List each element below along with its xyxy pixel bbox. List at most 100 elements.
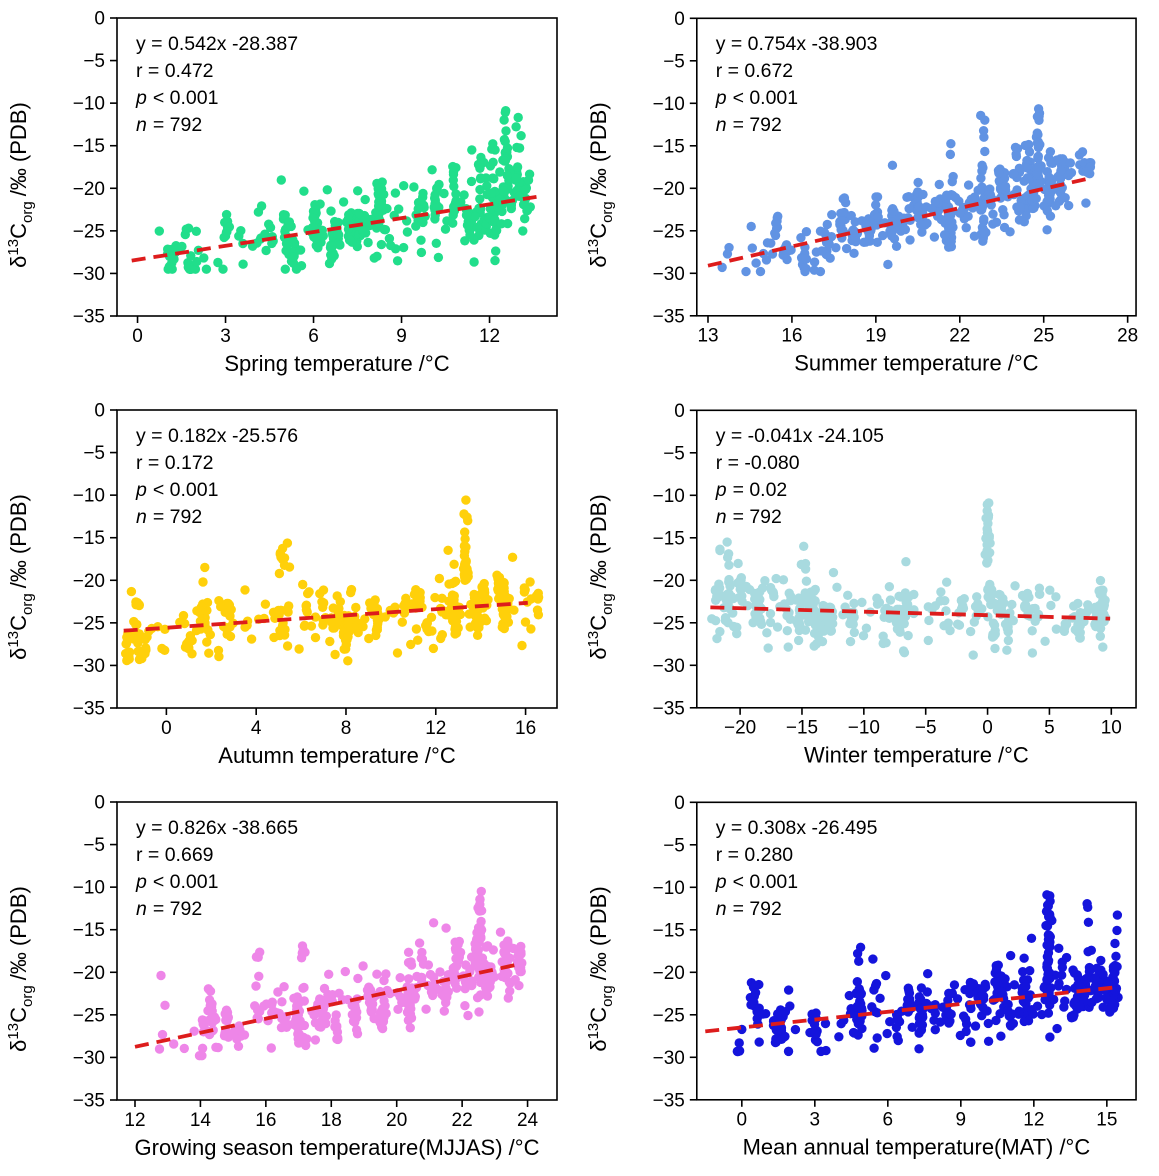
annotation-equation: y = 0.182x -25.576: [136, 425, 298, 447]
plot-frame: [695, 17, 1137, 317]
svg-text:20: 20: [386, 1110, 407, 1131]
svg-text:−25: −25: [653, 1005, 685, 1026]
svg-text:−35: −35: [73, 699, 105, 720]
svg-text:−5: −5: [663, 51, 685, 72]
svg-text:0: 0: [161, 718, 172, 739]
svg-text:−25: −25: [653, 613, 685, 634]
svg-text:−5: −5: [83, 835, 105, 856]
svg-text:0: 0: [94, 9, 105, 30]
svg-text:−25: −25: [73, 613, 105, 634]
svg-text:4: 4: [251, 718, 262, 739]
autumn-chart: 0 −5 −10 −15 −20 −25 −30 −35 0 4 8 12 16 y = 0.182x…: [5, 401, 558, 768]
annotation-r: r = 0.672: [716, 60, 793, 82]
svg-text:−20: −20: [653, 963, 685, 984]
svg-text:0: 0: [94, 793, 105, 814]
svg-text:16: 16: [515, 718, 536, 739]
svg-text:12: 12: [425, 718, 446, 739]
annotation-p: p < 0.001: [135, 479, 218, 501]
svg-text:−20: −20: [73, 571, 105, 592]
annotation-p: p < 0.001: [135, 87, 218, 109]
svg-text:−15: −15: [786, 718, 818, 739]
summer-chart: 0 −5 −10 −15 −20 −25 −30 −35 13 16 19 22 25 28 y = 0…: [585, 9, 1138, 376]
svg-text:−30: −30: [653, 656, 685, 677]
plot-frame: [116, 17, 558, 317]
annotation-equation: y = 0.308x -26.495: [716, 817, 878, 839]
annotation-p: p = 0.02: [715, 479, 787, 501]
y-axis-label: δ13Corg/‰ (PDB): [585, 102, 616, 267]
y-axis-label: δ13Corg/‰ (PDB): [5, 494, 36, 660]
panel-summer: 0 −5 −10 −15 −20 −25 −30 −35 13 16 19 22 25 28 y = 0…: [580, 0, 1159, 392]
x-axis-label: Mean annual temperature(MAT) /°C: [743, 1135, 1091, 1160]
annotation-equation: y = 0.754x -38.903: [716, 33, 878, 55]
y-axis-ticks: 0 −5 −10 −15 −20 −25 −30 −35: [73, 401, 117, 720]
svg-text:−10: −10: [73, 486, 105, 507]
svg-text:12: 12: [1023, 1110, 1044, 1131]
svg-text:−20: −20: [653, 179, 685, 200]
svg-text:6: 6: [308, 326, 319, 347]
annotation-equation: y = 0.826x -38.665: [136, 817, 298, 839]
svg-text:−15: −15: [653, 528, 685, 549]
svg-text:0: 0: [982, 718, 993, 739]
plot-frame: [116, 409, 558, 709]
svg-text:−30: −30: [73, 264, 105, 285]
svg-text:25: 25: [1033, 326, 1054, 347]
svg-text:16: 16: [781, 326, 802, 347]
growing-season-chart: 0 −5 −10 −15 −20 −25 −30 −35 12 14 16 18 20 22 24 y =…: [5, 793, 558, 1160]
y-axis-ticks: 0 −5 −10 −15 −20 −25 −30 −35: [653, 9, 697, 327]
annotation-equation: y = 0.542x -28.387: [136, 33, 298, 55]
svg-text:16: 16: [255, 1110, 276, 1131]
svg-text:−5: −5: [663, 835, 685, 856]
panel-autumn: 0 −5 −10 −15 −20 −25 −30 −35 0 4 8 12 16 y = 0.182x…: [0, 392, 580, 784]
plot-frame: [695, 409, 1137, 709]
plot-frame: [695, 801, 1137, 1101]
x-axis-label: Growing season temperature(MJJAS) /°C: [135, 1135, 540, 1160]
panel-mat: 0 −5 −10 −15 −20 −25 −30 −35 0 3 6 9 12 15 y = 0.308…: [580, 784, 1159, 1176]
x-axis-ticks: 0 3 6 9 12: [132, 316, 500, 347]
annotation-p: p < 0.001: [715, 871, 798, 893]
svg-text:−15: −15: [73, 920, 105, 941]
svg-text:−20: −20: [724, 718, 756, 739]
svg-text:−10: −10: [73, 878, 105, 899]
scatter-points: [154, 106, 535, 274]
y-axis-ticks: 0 −5 −10 −15 −20 −25 −30 −35: [653, 401, 697, 719]
svg-text:22: 22: [949, 326, 970, 347]
svg-text:0: 0: [674, 9, 685, 30]
x-axis-label: Spring temperature /°C: [224, 351, 449, 376]
trend-line: [123, 600, 528, 633]
svg-text:10: 10: [1101, 718, 1122, 739]
svg-text:9: 9: [396, 326, 407, 347]
svg-text:−15: −15: [73, 136, 105, 157]
svg-text:−10: −10: [73, 94, 105, 115]
trend-line: [705, 985, 1115, 1034]
annotation-r: r = 0.280: [716, 844, 794, 866]
scatter-points: [732, 890, 1123, 1057]
winter-chart: 0 −5 −10 −15 −20 −25 −30 −35 −20 −15 −10 −5 0 5 10 y …: [585, 401, 1137, 768]
svg-text:−30: −30: [73, 656, 105, 677]
svg-text:22: 22: [452, 1110, 473, 1131]
annotation-n: n = 792: [716, 506, 782, 528]
panel-winter: 0 −5 −10 −15 −20 −25 −30 −35 −20 −15 −10 −5 0 5 10 y …: [580, 392, 1159, 784]
panel-growing-season: 0 −5 −10 −15 −20 −25 −30 −35 12 14 16 18 20 22 24 y =…: [0, 784, 580, 1176]
svg-text:0: 0: [132, 326, 143, 347]
svg-text:12: 12: [124, 1110, 145, 1131]
svg-text:0: 0: [674, 793, 685, 814]
svg-text:−5: −5: [83, 51, 105, 72]
svg-text:0: 0: [94, 401, 105, 422]
svg-text:28: 28: [1117, 326, 1138, 347]
svg-text:−20: −20: [73, 963, 105, 984]
annotation-equation: y = -0.041x -24.105: [716, 425, 884, 447]
plot-frame: [116, 801, 558, 1101]
x-axis-label: Summer temperature /°C: [794, 351, 1038, 376]
svg-text:15: 15: [1096, 1110, 1117, 1131]
svg-text:−10: −10: [848, 718, 880, 739]
svg-text:−20: −20: [653, 571, 685, 592]
svg-text:−15: −15: [653, 136, 685, 157]
x-axis-ticks: −20 −15 −10 −5 0 5 10: [724, 707, 1122, 739]
svg-text:−30: −30: [653, 264, 685, 285]
trend-line: [131, 195, 537, 263]
svg-text:3: 3: [220, 326, 231, 347]
y-axis-ticks: 0 −5 −10 −15 −20 −25 −30 −35: [73, 793, 117, 1112]
svg-text:19: 19: [865, 326, 886, 347]
y-axis-label: δ13Corg/‰ (PDB): [585, 886, 616, 1051]
